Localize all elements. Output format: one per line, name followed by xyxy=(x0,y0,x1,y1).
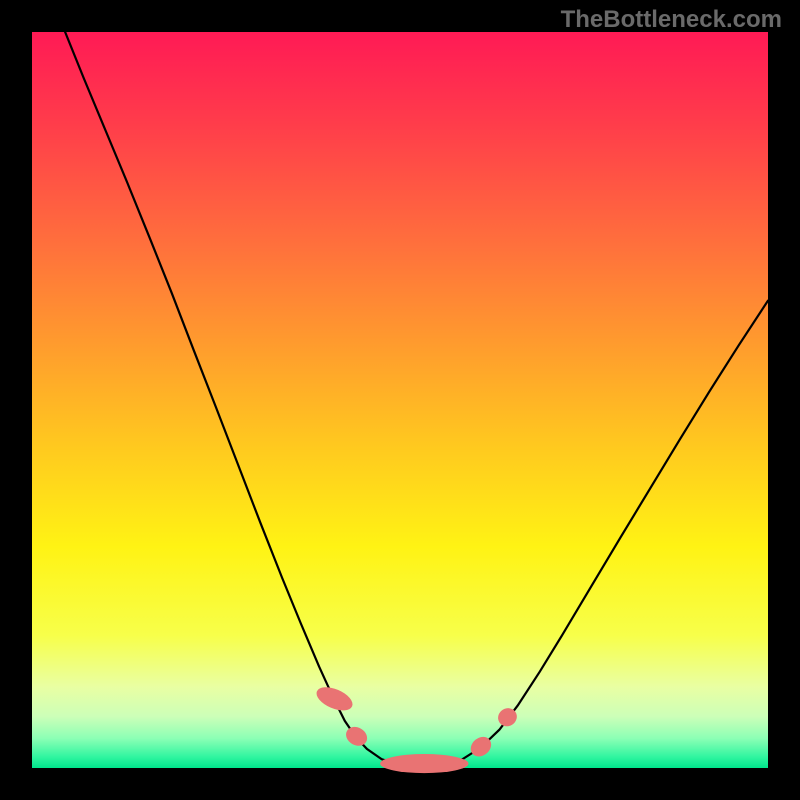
canvas-root: TheBottleneck.com xyxy=(0,0,800,800)
plot-area xyxy=(32,32,768,768)
watermark-label: TheBottleneck.com xyxy=(561,6,782,34)
